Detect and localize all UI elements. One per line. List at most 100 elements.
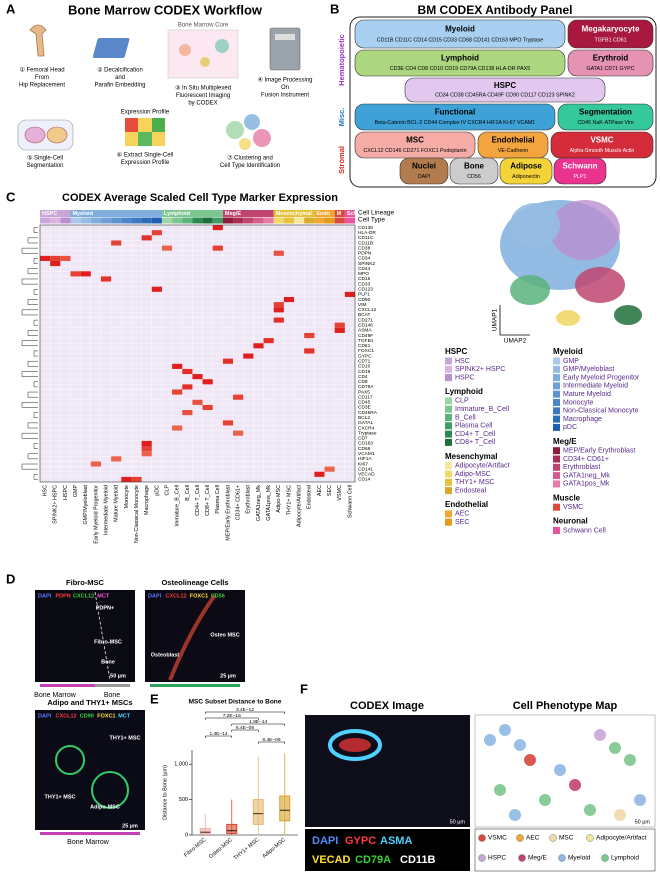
heatmap-bg bbox=[293, 358, 305, 364]
heatmap-bg bbox=[334, 291, 345, 298]
heatmap-bg bbox=[324, 224, 335, 231]
legend-swatch bbox=[553, 399, 560, 406]
step-label: ⑤ Single-Cell bbox=[27, 155, 63, 162]
heatmap-bg bbox=[253, 245, 264, 251]
heatmap-bg bbox=[232, 307, 244, 313]
heatmap-bg bbox=[110, 343, 122, 349]
heatmap-bg bbox=[110, 265, 122, 272]
heatmap-bg bbox=[80, 337, 91, 344]
heatmap-bg bbox=[50, 461, 61, 467]
map-dot bbox=[634, 794, 646, 806]
heatmap-cell bbox=[202, 379, 213, 385]
heatmap-bg bbox=[182, 348, 193, 354]
heatmap-bg bbox=[202, 327, 213, 334]
box-markers: CXCL12 CD146 CD271 FOXC1 Podoplanin bbox=[363, 148, 466, 154]
heatmap-bg bbox=[121, 337, 132, 344]
heatmap-bg bbox=[304, 461, 315, 467]
bar-label: Cell Type bbox=[358, 217, 385, 224]
heatmap-bg bbox=[212, 348, 224, 354]
heatmap-cell bbox=[50, 260, 61, 267]
heatmap-bg bbox=[324, 389, 335, 395]
heatmap-bg bbox=[151, 276, 163, 282]
heatmap-bg bbox=[80, 415, 91, 421]
heatmap-bg bbox=[141, 466, 152, 472]
heatmap-bg bbox=[232, 229, 244, 236]
heatmap-bg bbox=[110, 348, 122, 354]
heatmap-bg bbox=[60, 456, 71, 462]
panel-box bbox=[553, 157, 607, 185]
heatmap-bg bbox=[151, 271, 163, 277]
image-title: CODEX Image bbox=[350, 700, 424, 712]
heatmap-bg bbox=[151, 327, 163, 334]
heatmap-bg bbox=[283, 276, 295, 282]
heatmap-bg bbox=[314, 276, 325, 282]
heatmap-bg bbox=[39, 317, 51, 323]
heatmap-bg bbox=[182, 456, 193, 462]
heatmap-bg bbox=[121, 368, 132, 375]
heatmap-bg bbox=[121, 240, 132, 246]
legend-item: Immature_B_Cell bbox=[455, 406, 510, 413]
heatmap-bg bbox=[202, 476, 213, 483]
heatmap-bg bbox=[192, 224, 203, 231]
heatmap-bg bbox=[243, 281, 254, 287]
celltype-bar bbox=[263, 217, 274, 224]
heatmap-bg bbox=[324, 343, 335, 349]
legend-swatch bbox=[553, 390, 560, 398]
heatmap-bg bbox=[243, 466, 254, 472]
heatmap-bg bbox=[314, 296, 325, 303]
column-label: GMP/Myeloblast bbox=[83, 485, 89, 525]
heatmap-bg bbox=[90, 301, 102, 308]
heatmap-bg bbox=[171, 317, 183, 323]
heatmap-bg bbox=[324, 245, 335, 251]
heatmap-bg bbox=[232, 445, 244, 452]
block-icon bbox=[92, 38, 130, 58]
heatmap-bg bbox=[334, 420, 345, 426]
legend-item: Non-Classical Monocyte bbox=[563, 408, 639, 415]
map-dot bbox=[499, 724, 511, 736]
lineage-label: Meg/E bbox=[225, 211, 242, 217]
heatmap-bg bbox=[39, 296, 51, 303]
heatmap-bg bbox=[253, 301, 264, 308]
heatmap-bg bbox=[212, 430, 224, 436]
heatmap-bg bbox=[60, 245, 71, 251]
heatmap-bg bbox=[171, 337, 183, 344]
legend-swatch bbox=[445, 518, 452, 526]
box bbox=[252, 799, 264, 825]
heatmap-bg bbox=[344, 425, 356, 431]
heatmap-bg bbox=[80, 373, 91, 380]
cluster-dot bbox=[253, 129, 271, 147]
row-label: CD68 bbox=[358, 446, 371, 452]
heatmap-bg bbox=[334, 425, 345, 431]
heatmap-bg bbox=[283, 373, 295, 380]
heatmap-bg bbox=[283, 461, 295, 467]
heatmap-bg bbox=[263, 250, 274, 256]
celltype-bar bbox=[324, 217, 335, 224]
heatmap-bg bbox=[243, 271, 254, 277]
heatmap-bg bbox=[192, 337, 203, 344]
legend-swatch bbox=[445, 510, 452, 518]
dendrogram bbox=[21, 247, 38, 254]
heatmap-bg bbox=[324, 337, 335, 344]
heatmap-bg bbox=[304, 317, 315, 323]
column-label: SPINK2+ HSPC bbox=[53, 485, 59, 524]
heatmap-bg bbox=[171, 379, 183, 385]
heatmap-bg bbox=[273, 466, 285, 472]
legend-swatch bbox=[445, 422, 452, 430]
heatmap-bg bbox=[70, 466, 81, 472]
heatmap-cell bbox=[151, 286, 162, 292]
region-label: Bone Marrow bbox=[34, 692, 77, 699]
heatmap-bg bbox=[171, 368, 183, 375]
heatmap-bg bbox=[131, 451, 142, 457]
legend-swatch bbox=[445, 430, 452, 438]
heatmap-bg bbox=[161, 296, 173, 303]
heatmap-bg bbox=[80, 384, 91, 390]
heatmap-bg bbox=[304, 255, 315, 262]
heatmap-bg bbox=[192, 317, 203, 323]
row-label: CD146 bbox=[358, 322, 373, 328]
heatmap-bg bbox=[60, 348, 71, 354]
heatmap-bg bbox=[39, 343, 51, 349]
legend-item: Macrophage bbox=[563, 416, 602, 423]
heatmap-bg bbox=[334, 379, 345, 385]
heatmap-bg bbox=[243, 343, 254, 349]
celltype-bar bbox=[90, 217, 101, 224]
